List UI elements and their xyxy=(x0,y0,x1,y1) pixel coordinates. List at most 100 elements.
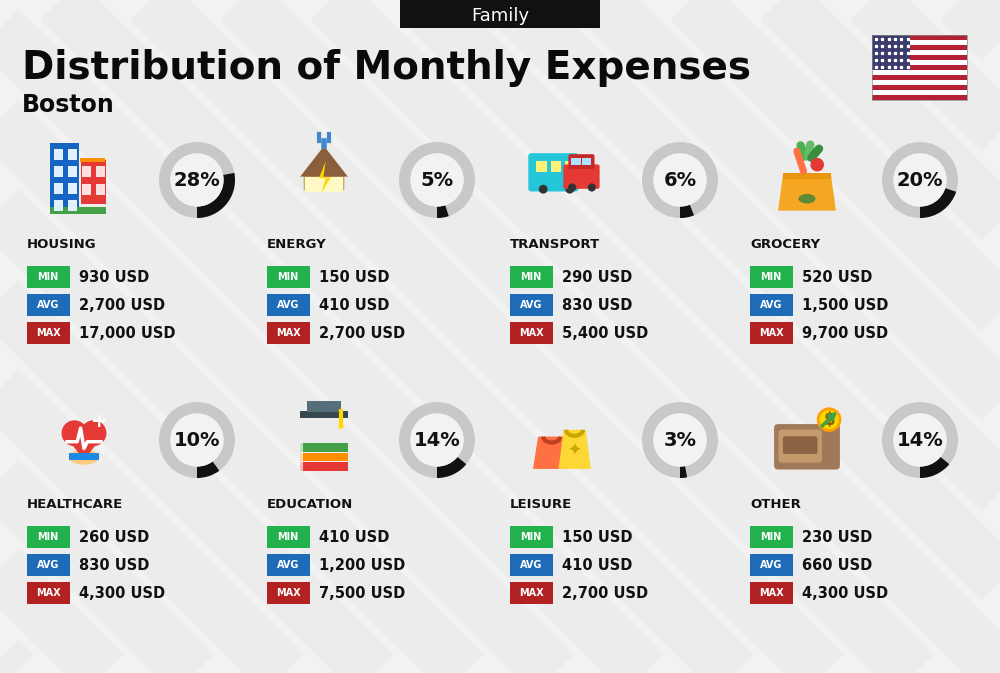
FancyBboxPatch shape xyxy=(872,45,967,50)
Polygon shape xyxy=(533,437,565,469)
Text: 150 USD: 150 USD xyxy=(562,530,633,544)
FancyBboxPatch shape xyxy=(266,266,310,288)
FancyBboxPatch shape xyxy=(26,582,70,604)
Text: MAX: MAX xyxy=(276,328,300,338)
Wedge shape xyxy=(159,142,235,218)
FancyBboxPatch shape xyxy=(536,162,547,172)
Wedge shape xyxy=(197,462,219,478)
FancyBboxPatch shape xyxy=(307,401,341,412)
FancyBboxPatch shape xyxy=(266,294,310,316)
Circle shape xyxy=(893,413,947,466)
Text: AVG: AVG xyxy=(277,300,299,310)
Text: AVG: AVG xyxy=(37,560,59,570)
FancyBboxPatch shape xyxy=(774,424,840,470)
Wedge shape xyxy=(680,466,687,478)
FancyBboxPatch shape xyxy=(300,453,303,462)
Text: 5,400 USD: 5,400 USD xyxy=(562,326,648,341)
FancyBboxPatch shape xyxy=(872,65,967,70)
Text: 20%: 20% xyxy=(897,170,943,190)
Text: 1,200 USD: 1,200 USD xyxy=(319,557,405,573)
Polygon shape xyxy=(319,162,331,193)
Text: AVG: AVG xyxy=(760,300,782,310)
Wedge shape xyxy=(437,457,466,478)
FancyBboxPatch shape xyxy=(50,143,79,207)
Text: MIN: MIN xyxy=(520,532,542,542)
Circle shape xyxy=(565,185,574,194)
FancyBboxPatch shape xyxy=(80,158,105,162)
FancyBboxPatch shape xyxy=(26,526,70,548)
Wedge shape xyxy=(399,142,475,218)
Circle shape xyxy=(339,424,343,429)
FancyBboxPatch shape xyxy=(563,164,600,189)
FancyBboxPatch shape xyxy=(54,201,63,211)
Circle shape xyxy=(170,413,224,466)
Text: 14%: 14% xyxy=(414,431,460,450)
Text: AVG: AVG xyxy=(277,560,299,570)
Text: 2,700 USD: 2,700 USD xyxy=(79,297,165,312)
Text: 10%: 10% xyxy=(174,431,220,450)
FancyBboxPatch shape xyxy=(510,266,552,288)
FancyBboxPatch shape xyxy=(565,162,575,172)
Text: MIN: MIN xyxy=(277,532,299,542)
FancyBboxPatch shape xyxy=(300,462,348,471)
Circle shape xyxy=(653,413,707,466)
FancyBboxPatch shape xyxy=(872,70,967,75)
FancyBboxPatch shape xyxy=(872,35,967,40)
Text: 830 USD: 830 USD xyxy=(562,297,632,312)
Text: 2,700 USD: 2,700 USD xyxy=(562,586,648,600)
Text: ENERGY: ENERGY xyxy=(267,238,327,252)
FancyBboxPatch shape xyxy=(50,207,106,214)
Text: 6%: 6% xyxy=(663,170,697,190)
Polygon shape xyxy=(558,430,591,469)
Text: 28%: 28% xyxy=(174,170,220,190)
Text: MIN: MIN xyxy=(760,272,782,282)
FancyBboxPatch shape xyxy=(54,166,63,178)
FancyBboxPatch shape xyxy=(783,436,818,454)
Wedge shape xyxy=(882,402,958,478)
Text: TRANSPORT: TRANSPORT xyxy=(510,238,600,252)
FancyBboxPatch shape xyxy=(872,95,967,100)
Text: Family: Family xyxy=(471,7,529,25)
Text: 17,000 USD: 17,000 USD xyxy=(79,326,176,341)
Polygon shape xyxy=(64,435,104,460)
FancyBboxPatch shape xyxy=(69,453,99,460)
Text: ✦: ✦ xyxy=(568,441,581,459)
FancyBboxPatch shape xyxy=(68,166,77,178)
FancyBboxPatch shape xyxy=(750,322,792,344)
Text: 1,500 USD: 1,500 USD xyxy=(802,297,888,312)
Text: 3%: 3% xyxy=(664,431,696,450)
Text: 410 USD: 410 USD xyxy=(319,530,389,544)
Text: 7,500 USD: 7,500 USD xyxy=(319,586,405,600)
FancyBboxPatch shape xyxy=(750,526,792,548)
Polygon shape xyxy=(304,153,344,190)
FancyBboxPatch shape xyxy=(300,453,348,462)
Text: MAX: MAX xyxy=(36,328,60,338)
Text: 150 USD: 150 USD xyxy=(319,269,390,285)
FancyBboxPatch shape xyxy=(68,201,77,211)
Wedge shape xyxy=(197,173,235,218)
Text: 260 USD: 260 USD xyxy=(79,530,149,544)
Text: MAX: MAX xyxy=(759,588,783,598)
FancyBboxPatch shape xyxy=(551,162,561,172)
FancyBboxPatch shape xyxy=(872,90,967,95)
Text: 5%: 5% xyxy=(420,170,454,190)
FancyBboxPatch shape xyxy=(778,429,822,463)
FancyBboxPatch shape xyxy=(750,266,792,288)
FancyBboxPatch shape xyxy=(872,80,967,85)
FancyBboxPatch shape xyxy=(510,526,552,548)
FancyBboxPatch shape xyxy=(68,149,77,160)
FancyBboxPatch shape xyxy=(82,184,91,195)
Circle shape xyxy=(62,420,87,446)
FancyBboxPatch shape xyxy=(872,40,967,45)
FancyBboxPatch shape xyxy=(872,50,967,55)
Text: MAX: MAX xyxy=(36,588,60,598)
FancyBboxPatch shape xyxy=(54,184,63,194)
Text: OTHER: OTHER xyxy=(750,499,801,511)
Text: AVG: AVG xyxy=(520,560,542,570)
FancyBboxPatch shape xyxy=(96,166,105,178)
FancyBboxPatch shape xyxy=(300,444,348,452)
Text: EDUCATION: EDUCATION xyxy=(267,499,353,511)
Circle shape xyxy=(818,409,840,431)
Text: $: $ xyxy=(823,411,835,429)
Text: LEISURE: LEISURE xyxy=(510,499,572,511)
